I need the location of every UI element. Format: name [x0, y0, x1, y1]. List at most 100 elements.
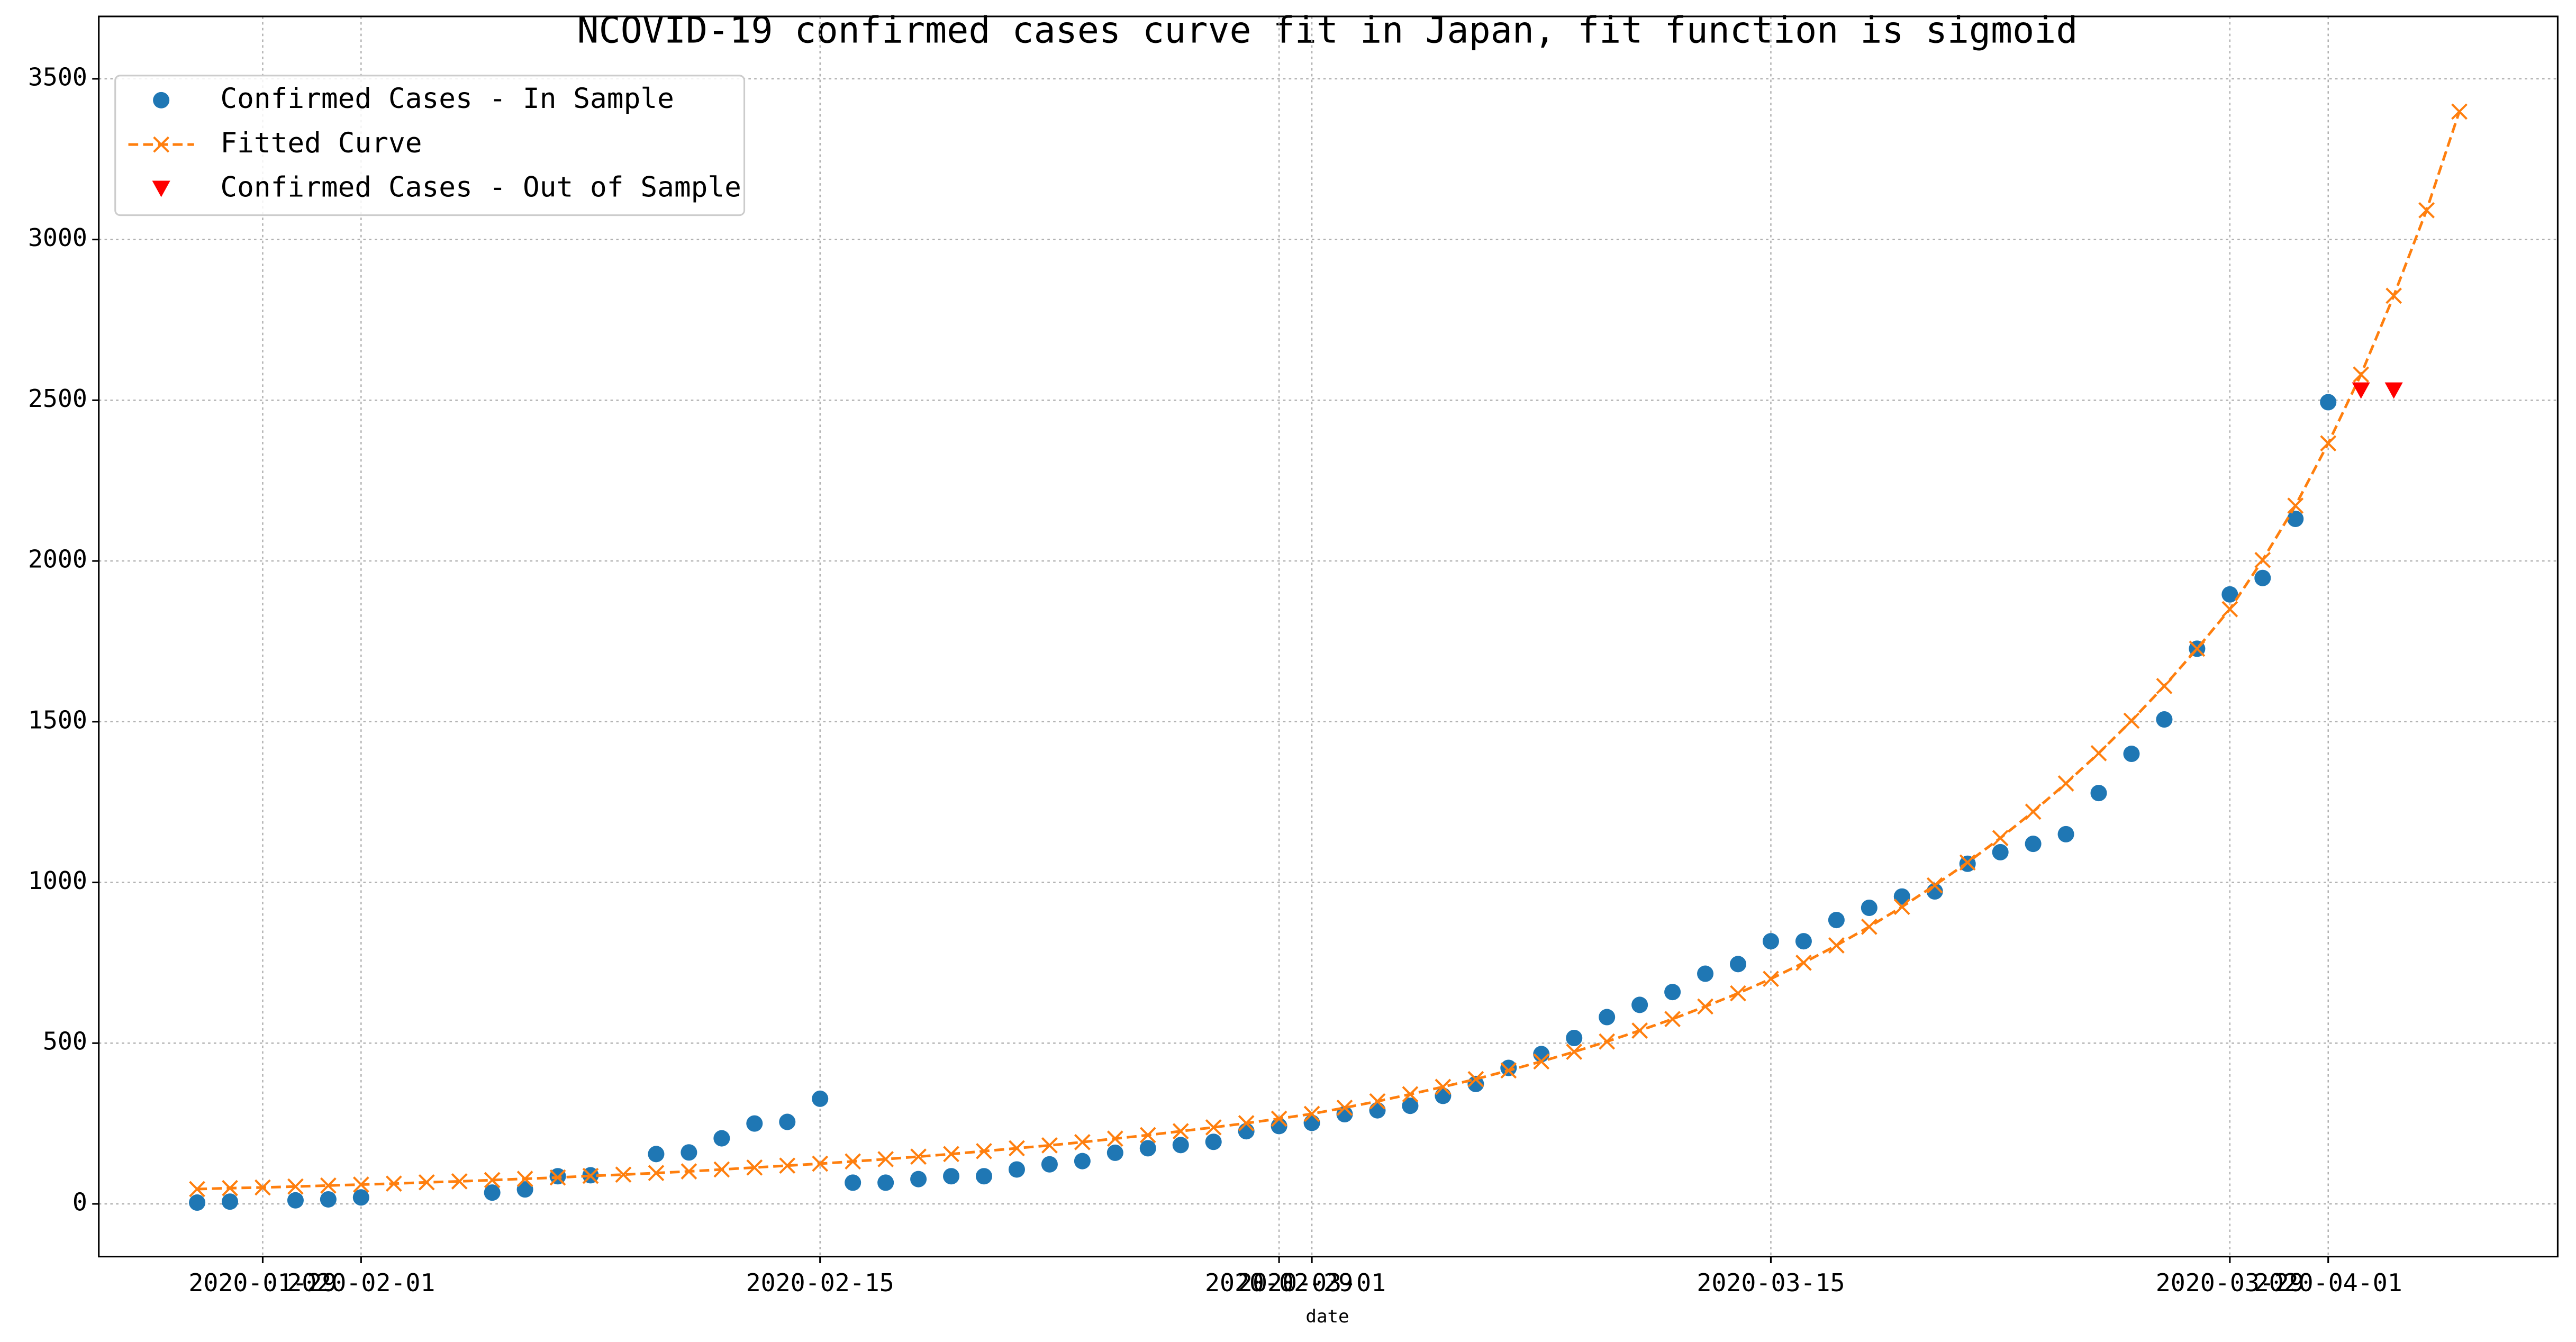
point — [2352, 382, 2370, 399]
point — [812, 1155, 829, 1172]
point — [189, 1194, 206, 1211]
point — [221, 1193, 239, 1210]
point — [1828, 937, 1845, 954]
point — [812, 1090, 829, 1107]
y-tick-label: 3500 — [28, 62, 87, 91]
point — [484, 1184, 501, 1201]
point — [1336, 1105, 1353, 1123]
legend-frame — [114, 75, 746, 216]
point — [2090, 745, 2107, 761]
point — [2189, 640, 2206, 657]
legend-marker — [153, 136, 170, 153]
point — [1533, 1046, 1550, 1063]
point — [2156, 711, 2173, 728]
point — [1697, 965, 1714, 982]
point — [1861, 918, 1877, 935]
legend-label: Fitted Curve — [220, 127, 422, 159]
x-tick-label: 2020-02-01 — [287, 1268, 435, 1297]
y-tick-label: 0 — [72, 1187, 87, 1216]
point — [1566, 1030, 1583, 1047]
y-tick-label: 500 — [43, 1027, 87, 1056]
point — [1106, 1130, 1123, 1147]
point — [2221, 586, 2238, 603]
point — [2254, 551, 2271, 568]
y-tick-label: 3000 — [28, 223, 87, 252]
point — [1041, 1156, 1058, 1173]
point — [975, 1168, 993, 1185]
point — [746, 1159, 763, 1176]
point — [1795, 933, 1812, 950]
point — [516, 1181, 533, 1198]
point — [1106, 1144, 1123, 1161]
point — [2025, 836, 2042, 853]
point — [1467, 1071, 1484, 1087]
point — [1730, 985, 1746, 1002]
point — [287, 1192, 304, 1209]
point — [845, 1174, 861, 1191]
point — [1861, 899, 1877, 917]
legend-marker — [152, 180, 170, 197]
point — [287, 1178, 304, 1195]
point — [1893, 899, 1910, 915]
point — [877, 1151, 894, 1167]
point — [352, 1176, 369, 1193]
point — [1074, 1134, 1091, 1150]
point — [877, 1174, 894, 1191]
x-tick-label: 2020-03-29 — [2156, 1268, 2304, 1297]
point — [582, 1167, 599, 1184]
point — [352, 1189, 369, 1206]
point — [1369, 1093, 1386, 1110]
point — [1992, 844, 2009, 860]
point — [2057, 775, 2074, 792]
point — [2385, 287, 2402, 304]
legend: Confirmed Cases - In Sample Fitted Curve C… — [114, 75, 746, 216]
point — [1271, 1118, 1287, 1135]
point — [1402, 1086, 1419, 1103]
point — [1402, 1098, 1419, 1114]
point — [451, 1173, 468, 1190]
point — [681, 1163, 697, 1180]
point — [2451, 103, 2468, 120]
point — [1566, 1044, 1583, 1060]
point — [549, 1169, 566, 1186]
point — [2090, 785, 2107, 802]
point — [910, 1171, 927, 1187]
point — [1893, 888, 1910, 905]
point — [484, 1172, 501, 1189]
x-axis-label: date — [1305, 1306, 1349, 1327]
point — [1271, 1110, 1287, 1127]
point — [385, 1175, 402, 1192]
y-tick-label: 1500 — [28, 705, 87, 734]
point — [2156, 677, 2173, 694]
point — [1763, 971, 1779, 987]
point — [1697, 998, 1713, 1015]
point — [2123, 746, 2140, 763]
point — [1139, 1140, 1156, 1157]
point — [2287, 510, 2304, 528]
y-tick-label: 2000 — [28, 545, 87, 574]
point — [1008, 1161, 1025, 1178]
plot-frame — [98, 15, 2559, 1258]
point — [1074, 1153, 1091, 1169]
point — [1205, 1119, 1222, 1136]
point — [1959, 854, 1976, 871]
point — [910, 1148, 927, 1165]
point — [2057, 826, 2074, 842]
point — [1238, 1123, 1255, 1140]
point — [222, 1180, 238, 1196]
point — [615, 1166, 632, 1183]
x-tick-label: 2020-04-01 — [2254, 1268, 2402, 1297]
point — [1467, 1075, 1484, 1092]
point — [1336, 1099, 1353, 1116]
point — [1992, 830, 2009, 847]
point — [2418, 202, 2435, 219]
fitted-line — [197, 111, 2461, 1191]
x-tick-label: 2020-01-29 — [188, 1268, 337, 1297]
x-tick-label: 2020-03-01 — [1238, 1268, 1386, 1297]
point — [1238, 1115, 1255, 1131]
point — [976, 1142, 992, 1159]
point — [1009, 1140, 1025, 1157]
